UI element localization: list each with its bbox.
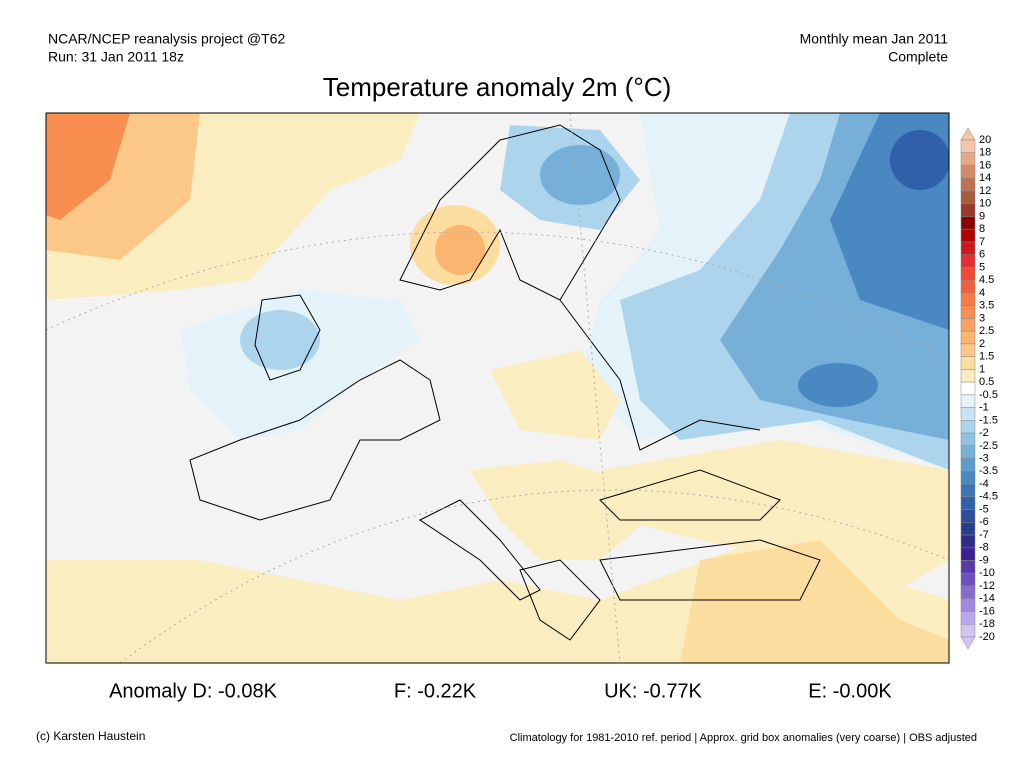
colorbar-box [960,445,976,459]
colorbar-label: 2 [979,338,985,350]
colorbar-label: 6 [979,249,985,261]
footnote: Climatology for 1981-2010 ref. period | … [510,732,977,744]
colorbar-label: 1 [979,363,985,375]
header-right: Monthly mean Jan 2011 [800,31,949,47]
colorbar-label: 16 [979,159,991,171]
anomaly-uk: UK: -0.77K [604,680,702,702]
colorbar-box [960,598,976,612]
colorbar-box [960,279,976,294]
colorbar-box [960,483,976,498]
colorbar-label: 18 [979,147,991,159]
anomaly-d: Anomaly D: -0.08K [109,680,278,702]
colorbar-box [960,343,976,357]
colorbar-box [960,305,976,319]
colorbar-box [960,611,976,625]
colorbar-box [960,254,976,268]
colorbar-label: -8 [979,542,989,554]
colorbar-box [960,203,976,217]
colorbar-label: -4 [979,478,989,490]
colorbar-label: -1 [979,402,989,414]
colorbar-label: 9 [979,210,985,222]
colorbar-label: 3.5 [979,300,994,312]
colorbar-label: -2.5 [979,440,998,452]
colorbar-box [960,369,976,383]
colorbar-label: -14 [979,593,995,605]
colorbar-label: 1.5 [979,351,994,363]
colorbar-box [960,432,976,447]
colorbar-label: 20 [979,134,991,146]
colorbar-label: -4.5 [979,491,998,503]
header-left: NCAR/NCEP reanalysis project @T62 [48,31,285,47]
colorbar-label: 14 [979,172,991,184]
colorbar-box [960,522,976,536]
colorbar-label: -1.5 [979,414,998,426]
colorbar-box [960,458,976,472]
colorbar-box [960,139,976,153]
colorbar-box [960,420,976,434]
colorbar-arrow [960,636,976,650]
colorbar-label: -9 [979,554,989,566]
colorbar-box [960,534,976,549]
colorbar-box [960,165,976,179]
colorbar-box [960,573,976,587]
colorbar-label: 3 [979,312,985,324]
colorbar-label: -3 [979,452,989,464]
colorbar-box [960,394,976,408]
colorbar-label: -16 [979,605,995,617]
colorbar-label: -7 [979,529,989,541]
colorbar-box [960,330,976,345]
anomaly-f: F: -0.22K [394,680,477,702]
colorbar-label: 5 [979,261,985,273]
colorbar-box [960,407,976,421]
colorbar-label: -10 [979,567,995,579]
colorbar-label: 0.5 [979,376,994,388]
colorbar-box [960,547,976,561]
colorbar-box [960,216,976,230]
colorbar-label: -3.5 [979,465,998,477]
credit: (c) Karsten Haustein [36,729,145,743]
colorbar-label: -5 [979,503,989,515]
colorbar-box [960,177,976,192]
colorbar-label: 7 [979,236,985,248]
colorbar-label: 4 [979,287,985,299]
colorbar-box [960,356,976,370]
colorbar-label: -2 [979,427,989,439]
colorbar-label: 2.5 [979,325,994,337]
colorbar-label: 12 [979,185,991,197]
colorbar-box [960,381,976,396]
colorbar-box [960,560,976,574]
colorbar-label: -18 [979,618,995,630]
colorbar-label: -6 [979,516,989,528]
colorbar-label: 10 [979,198,991,210]
colorbar-box [960,585,976,600]
anomaly-e: E: -0.00K [808,680,892,702]
colorbar-label: -20 [979,631,995,643]
colorbar-box [960,241,976,255]
colorbar-box [960,267,976,281]
colorbar: 201816141210987654.543.532.521.510.5-0.5… [960,127,998,650]
colorbar-box [960,624,976,638]
colorbar-box [960,152,976,166]
colorbar-box [960,471,976,485]
map [46,113,949,663]
colorbar-box [960,318,976,332]
colorbar-label: 4.5 [979,274,994,286]
colorbar-box [960,190,976,204]
colorbar-label: -0.5 [979,389,998,401]
colorbar-label: 8 [979,223,985,235]
colorbar-box [960,292,976,306]
colorbar-box [960,496,976,510]
colorbar-box [960,509,976,523]
colorbar-label: -12 [979,580,995,592]
colorbar-arrow [960,127,976,141]
colorbar-box [960,228,976,243]
header-left: Run: 31 Jan 2011 18z [48,49,184,65]
header-right: Complete [888,49,948,65]
title: Temperature anomaly 2m (°C) [323,72,672,102]
